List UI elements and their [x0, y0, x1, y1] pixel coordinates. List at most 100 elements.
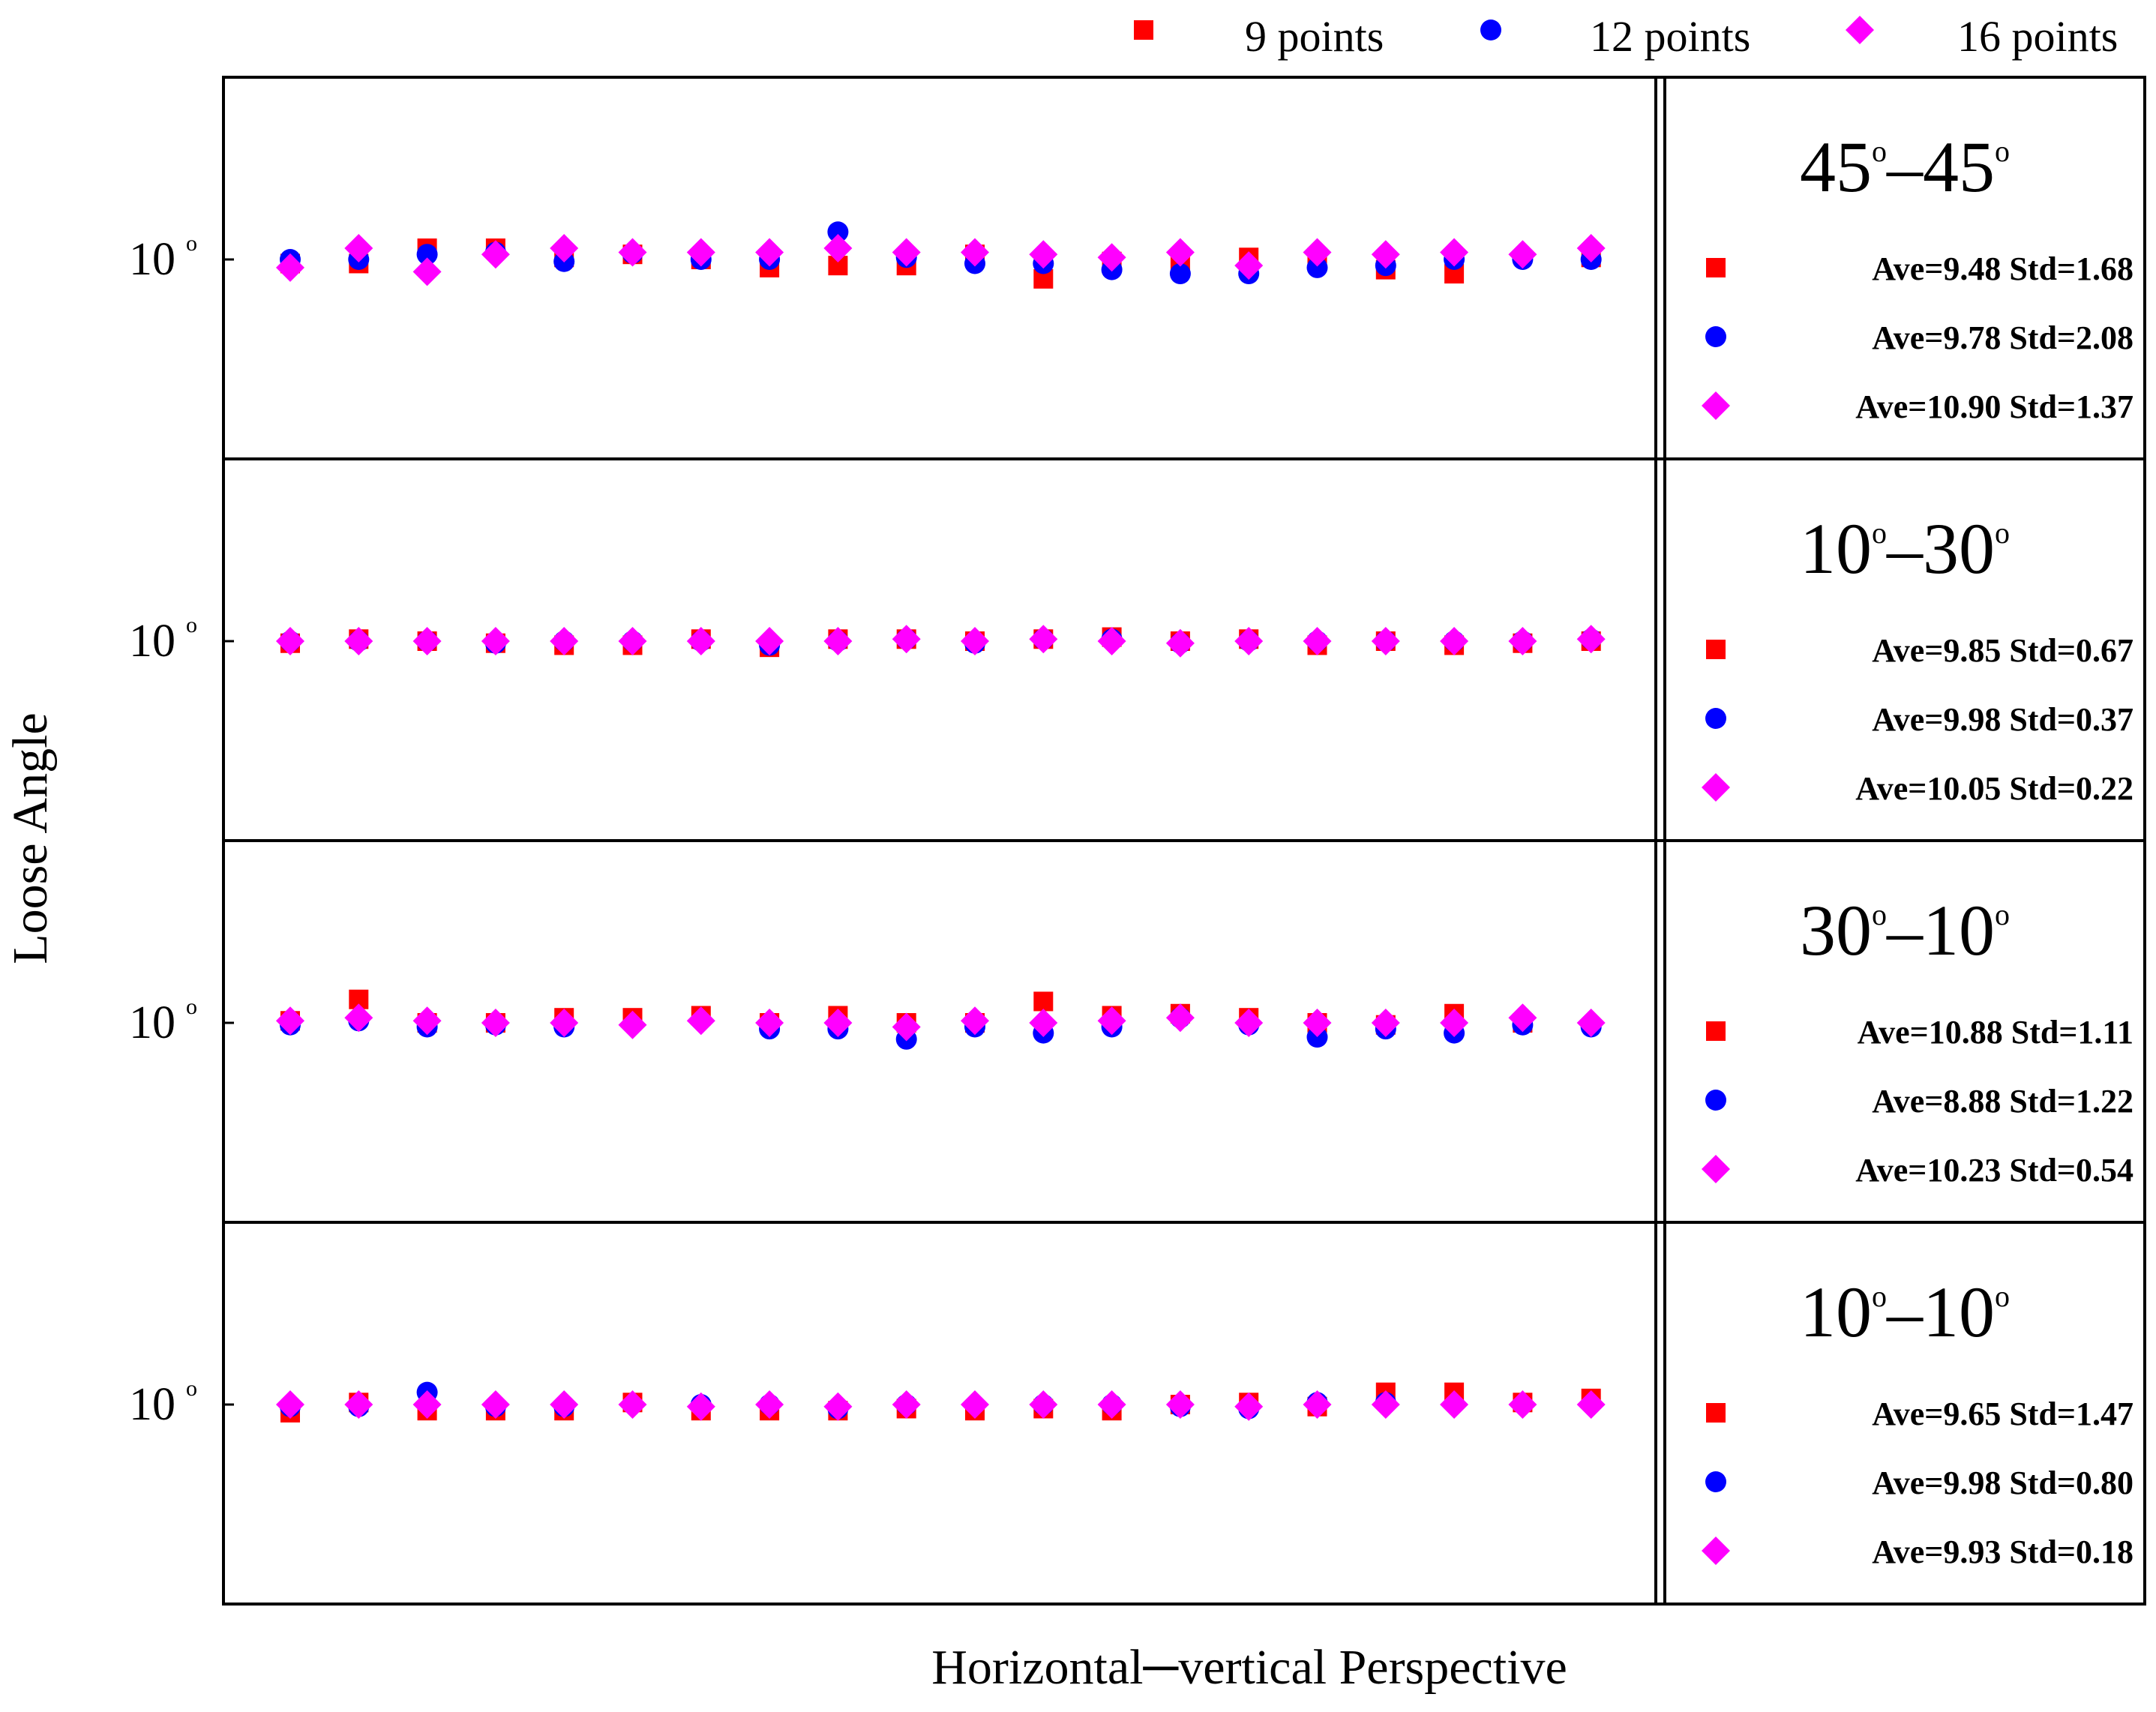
- data-point-diamond: [1440, 238, 1469, 267]
- data-point-diamond: [1508, 1003, 1537, 1033]
- data-point-diamond: [1234, 627, 1264, 655]
- y-tick-degree: o: [186, 231, 197, 256]
- data-point-diamond: [1165, 1390, 1195, 1419]
- stats-text-1: Ave=10.88 Std=1.11: [1858, 1014, 2134, 1051]
- legend-label-2: 12 points: [1590, 12, 1750, 61]
- stats-marker-1: [1706, 640, 1726, 659]
- data-point-diamond: [892, 1012, 921, 1042]
- legend-marker-3: [1846, 16, 1874, 44]
- legend: 9 points 12 points 16 points: [1134, 12, 2118, 61]
- stats-text-3: Ave=9.93 Std=0.18: [1872, 1534, 2134, 1570]
- stats-text-3: Ave=10.90 Std=1.37: [1855, 388, 2134, 425]
- data-point-diamond: [1029, 625, 1058, 654]
- data-point-diamond: [823, 234, 853, 263]
- data-point-diamond: [1097, 243, 1126, 272]
- data-point-diamond: [1234, 1009, 1264, 1037]
- y-tick-degree: o: [186, 994, 197, 1019]
- stats-text-3: Ave=10.23 Std=0.54: [1855, 1152, 2134, 1189]
- data-point-diamond: [686, 1006, 715, 1036]
- data-point-diamond: [344, 234, 373, 263]
- y-tick-label: 10: [129, 234, 175, 285]
- stats-text-1: Ave=9.48 Std=1.68: [1872, 250, 2134, 287]
- data-point-diamond: [823, 1009, 853, 1037]
- stats-marker-3: [1702, 1155, 1730, 1183]
- data-point-diamond: [276, 627, 304, 655]
- stats-text-2: Ave=9.98 Std=0.37: [1872, 701, 2134, 738]
- data-point-diamond: [961, 1006, 989, 1036]
- data-point-diamond: [892, 625, 921, 654]
- data-point-diamond: [481, 627, 510, 655]
- data-point-diamond: [961, 1390, 989, 1419]
- panel-2: 10 o: [129, 613, 1606, 667]
- stats-text-1: Ave=9.85 Std=0.67: [1872, 632, 2134, 669]
- data-point-diamond: [1371, 627, 1400, 655]
- panels: 10 o 10 o 10 o 10 o: [129, 221, 1606, 1430]
- stats-text-1: Ave=9.65 Std=1.47: [1872, 1396, 2134, 1432]
- data-point-diamond: [1371, 240, 1400, 269]
- panel-4: 10 o: [129, 1376, 1606, 1430]
- data-point-diamond: [344, 627, 373, 655]
- stats-box-3: 30o–10o Ave=10.88 Std=1.11 Ave=8.88 Std=1.…: [1702, 890, 2134, 1189]
- data-point-diamond: [344, 1390, 373, 1419]
- data-point-diamond: [344, 1003, 373, 1033]
- y-tick-label: 10: [129, 616, 175, 667]
- legend-marker-2: [1480, 19, 1501, 40]
- data-point-diamond: [1303, 1390, 1332, 1419]
- stats-text-2: Ave=8.88 Std=1.22: [1872, 1083, 2134, 1120]
- data-point-diamond: [892, 238, 921, 267]
- data-point-diamond: [481, 1009, 510, 1037]
- legend-label-3: 16 points: [1957, 12, 2118, 61]
- data-point-diamond: [1440, 627, 1469, 655]
- data-point-diamond: [618, 238, 647, 267]
- data-point-diamond: [618, 1010, 647, 1039]
- legend-label-1: 9 points: [1245, 12, 1384, 61]
- data-point-diamond: [1508, 627, 1537, 655]
- data-point-diamond: [1165, 1003, 1195, 1033]
- stats-box-2: 10o–30o Ave=9.85 Std=0.67 Ave=9.98 Std=0.3…: [1702, 508, 2134, 807]
- data-point-diamond: [755, 238, 784, 267]
- data-point-diamond: [1029, 1009, 1058, 1037]
- data-point-diamond: [686, 627, 715, 655]
- panel-1: 10 o: [129, 221, 1606, 289]
- data-point-diamond: [550, 1009, 579, 1037]
- data-point-circle: [1306, 1027, 1328, 1048]
- data-point-diamond: [755, 627, 784, 655]
- data-point-diamond: [1303, 238, 1332, 267]
- y-axis-label: Loose Angle: [3, 712, 58, 964]
- data-point-circle: [1169, 263, 1191, 285]
- data-point-diamond: [1165, 238, 1195, 267]
- data-point-diamond: [1029, 240, 1058, 269]
- data-point-diamond: [1576, 1009, 1606, 1037]
- data-point-diamond: [1576, 625, 1606, 654]
- panel-title: 10o–10o: [1800, 1272, 2010, 1352]
- data-point-diamond: [412, 1390, 442, 1419]
- data-point-diamond: [550, 1390, 579, 1419]
- data-point-diamond: [1576, 234, 1606, 263]
- data-point-diamond: [481, 1390, 510, 1419]
- data-point-diamond: [1508, 240, 1537, 269]
- data-point-diamond: [892, 1390, 921, 1419]
- data-point-diamond: [823, 627, 853, 655]
- data-point-diamond: [1303, 627, 1332, 655]
- y-tick-label: 10: [129, 1379, 175, 1430]
- data-point-diamond: [1097, 627, 1126, 655]
- stats-marker-1: [1706, 1021, 1726, 1041]
- data-point-circle: [416, 244, 438, 265]
- data-point-diamond: [1371, 1009, 1400, 1037]
- data-point-diamond: [1234, 1392, 1264, 1421]
- y-tick-degree: o: [186, 1376, 197, 1401]
- stats-marker-2: [1705, 1090, 1726, 1111]
- data-point-diamond: [412, 257, 442, 286]
- data-point-diamond: [550, 627, 579, 655]
- stats-boxes: 45o–45o Ave=9.48 Std=1.68 Ave=9.78 Std=2.0…: [1702, 127, 2134, 1570]
- stats-text-3: Ave=10.05 Std=0.22: [1855, 770, 2134, 807]
- data-point-diamond: [276, 1006, 304, 1036]
- y-tick-degree: o: [186, 613, 197, 637]
- data-point-diamond: [412, 627, 442, 655]
- data-point-diamond: [618, 1390, 647, 1419]
- data-point-diamond: [1165, 628, 1195, 658]
- stats-marker-2: [1705, 326, 1726, 347]
- data-point-diamond: [618, 627, 647, 655]
- data-point-diamond: [1234, 251, 1264, 280]
